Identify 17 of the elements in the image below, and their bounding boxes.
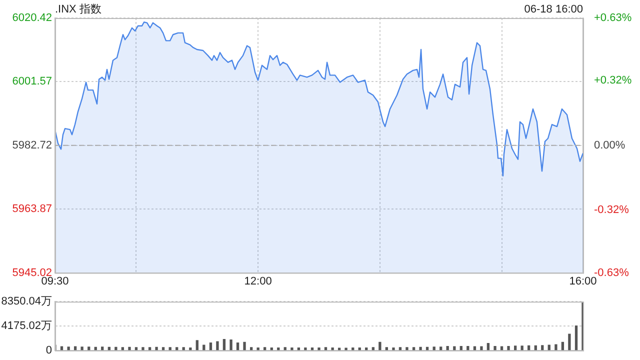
y2-tick-label: -0.32% xyxy=(594,204,630,216)
y-tick-label: 6001.57 xyxy=(12,76,52,88)
x-tick-label: 12:00 xyxy=(244,275,272,288)
y-tick-label: 8350.04万 xyxy=(1,296,52,308)
y-tick-label: 5963.87 xyxy=(12,203,52,216)
x-tick-label: 16:00 xyxy=(569,275,597,288)
y-tick-label: 4175.02万 xyxy=(1,320,52,332)
text: 06-18 16:00 xyxy=(524,4,583,16)
y2-tick-label: +0.32% xyxy=(594,74,632,87)
y2-tick-label: 0.00% xyxy=(594,139,626,152)
x-tick-label: 09:30 xyxy=(41,275,69,288)
y2-tick-label: +0.63% xyxy=(594,12,632,24)
y-tick-label: 6020.42 xyxy=(12,12,52,24)
y-tick-label: 0 xyxy=(46,344,52,356)
y2-tick-label: -0.63% xyxy=(594,266,630,279)
y-tick-label: 5982.72 xyxy=(12,139,52,152)
chart-title: .INX 指数 xyxy=(55,4,102,16)
